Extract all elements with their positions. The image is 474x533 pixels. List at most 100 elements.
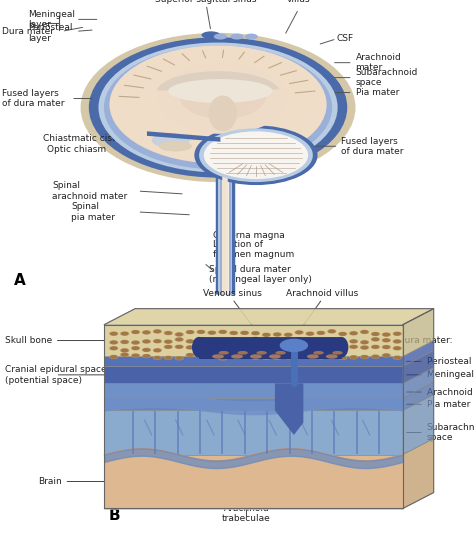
Ellipse shape bbox=[144, 349, 149, 351]
Ellipse shape bbox=[285, 342, 291, 344]
Ellipse shape bbox=[143, 354, 150, 358]
Ellipse shape bbox=[383, 354, 389, 357]
Polygon shape bbox=[403, 368, 434, 398]
Text: Meningeal layer: Meningeal layer bbox=[407, 370, 474, 379]
Ellipse shape bbox=[122, 333, 128, 335]
Ellipse shape bbox=[350, 340, 357, 343]
Text: Cranial dura mater:: Cranial dura mater: bbox=[364, 336, 453, 345]
Ellipse shape bbox=[362, 331, 367, 333]
Ellipse shape bbox=[187, 331, 193, 333]
Ellipse shape bbox=[263, 338, 270, 341]
Ellipse shape bbox=[186, 330, 194, 334]
Ellipse shape bbox=[144, 355, 149, 357]
Ellipse shape bbox=[317, 338, 325, 341]
Ellipse shape bbox=[155, 330, 160, 333]
Ellipse shape bbox=[155, 340, 160, 342]
Ellipse shape bbox=[154, 357, 161, 359]
Ellipse shape bbox=[220, 331, 226, 333]
Ellipse shape bbox=[111, 347, 117, 349]
Ellipse shape bbox=[361, 356, 368, 359]
Ellipse shape bbox=[111, 356, 117, 358]
Ellipse shape bbox=[159, 141, 192, 151]
Ellipse shape bbox=[253, 338, 258, 340]
Text: Arachnoid mater: Arachnoid mater bbox=[407, 387, 474, 397]
Ellipse shape bbox=[393, 332, 401, 335]
Ellipse shape bbox=[306, 348, 314, 351]
Ellipse shape bbox=[256, 351, 267, 354]
Polygon shape bbox=[403, 309, 434, 357]
Ellipse shape bbox=[273, 356, 281, 359]
Text: Subarachnoid
space: Subarachnoid space bbox=[335, 68, 418, 87]
Ellipse shape bbox=[306, 332, 314, 335]
Ellipse shape bbox=[155, 357, 160, 359]
Ellipse shape bbox=[361, 330, 368, 334]
Ellipse shape bbox=[230, 338, 237, 341]
Ellipse shape bbox=[285, 349, 291, 351]
Ellipse shape bbox=[317, 332, 325, 334]
Ellipse shape bbox=[284, 348, 292, 351]
Ellipse shape bbox=[220, 357, 226, 359]
Ellipse shape bbox=[273, 341, 281, 343]
Ellipse shape bbox=[328, 338, 336, 341]
Ellipse shape bbox=[393, 347, 401, 350]
Text: CSF: CSF bbox=[337, 34, 354, 43]
Ellipse shape bbox=[197, 340, 205, 343]
Ellipse shape bbox=[241, 349, 248, 352]
Ellipse shape bbox=[284, 356, 292, 359]
Ellipse shape bbox=[306, 356, 314, 358]
Ellipse shape bbox=[307, 356, 313, 358]
Ellipse shape bbox=[241, 354, 248, 357]
Ellipse shape bbox=[340, 357, 346, 359]
Ellipse shape bbox=[122, 349, 128, 351]
Polygon shape bbox=[403, 350, 434, 383]
Text: Brain: Brain bbox=[38, 477, 106, 486]
Text: Arachnoid
villus: Arachnoid villus bbox=[276, 0, 321, 4]
Ellipse shape bbox=[339, 341, 346, 344]
Ellipse shape bbox=[242, 354, 247, 356]
Ellipse shape bbox=[340, 341, 346, 344]
Ellipse shape bbox=[176, 357, 182, 359]
Text: Arachnoid
trabeculae: Arachnoid trabeculae bbox=[222, 504, 271, 523]
Ellipse shape bbox=[383, 339, 389, 342]
Ellipse shape bbox=[373, 356, 378, 358]
Ellipse shape bbox=[144, 332, 149, 334]
Ellipse shape bbox=[197, 330, 205, 333]
Ellipse shape bbox=[383, 334, 389, 336]
Ellipse shape bbox=[99, 43, 337, 172]
Text: Chiastmatic cistern: Chiastmatic cistern bbox=[43, 134, 130, 143]
Ellipse shape bbox=[165, 341, 171, 343]
Ellipse shape bbox=[373, 346, 378, 348]
Ellipse shape bbox=[110, 341, 118, 344]
Ellipse shape bbox=[143, 349, 150, 351]
Ellipse shape bbox=[242, 341, 247, 344]
Ellipse shape bbox=[122, 353, 128, 356]
Ellipse shape bbox=[230, 332, 237, 334]
Ellipse shape bbox=[179, 72, 266, 119]
Ellipse shape bbox=[230, 348, 237, 350]
Polygon shape bbox=[275, 383, 303, 435]
Ellipse shape bbox=[280, 338, 308, 352]
Ellipse shape bbox=[351, 340, 356, 342]
Ellipse shape bbox=[372, 333, 379, 335]
Ellipse shape bbox=[339, 349, 346, 351]
Ellipse shape bbox=[208, 354, 216, 357]
Ellipse shape bbox=[231, 354, 243, 359]
Ellipse shape bbox=[350, 345, 357, 348]
Ellipse shape bbox=[154, 340, 161, 343]
Ellipse shape bbox=[339, 357, 346, 359]
Ellipse shape bbox=[307, 348, 313, 351]
Ellipse shape bbox=[104, 45, 332, 169]
Polygon shape bbox=[147, 131, 220, 142]
Ellipse shape bbox=[362, 356, 367, 358]
Ellipse shape bbox=[121, 332, 128, 335]
Ellipse shape bbox=[197, 348, 205, 351]
Ellipse shape bbox=[241, 332, 248, 334]
Ellipse shape bbox=[285, 334, 291, 336]
Ellipse shape bbox=[132, 341, 139, 344]
Ellipse shape bbox=[198, 331, 204, 333]
Ellipse shape bbox=[383, 354, 390, 357]
Ellipse shape bbox=[165, 346, 171, 348]
Ellipse shape bbox=[121, 353, 128, 356]
Ellipse shape bbox=[307, 339, 313, 341]
Text: Cisterna magna: Cisterna magna bbox=[213, 231, 285, 240]
